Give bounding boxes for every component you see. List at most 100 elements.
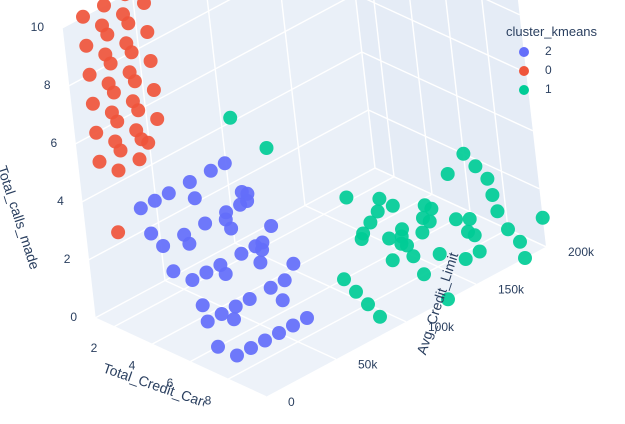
data-point-cluster-1[interactable] bbox=[422, 214, 437, 229]
data-point-cluster-2[interactable] bbox=[185, 273, 200, 287]
data-point-cluster-0[interactable] bbox=[79, 38, 94, 53]
data-point-cluster-0[interactable] bbox=[146, 83, 161, 97]
data-point-cluster-2[interactable] bbox=[198, 216, 213, 231]
data-point-cluster-1[interactable] bbox=[468, 159, 483, 174]
data-point-cluster-0[interactable] bbox=[89, 125, 104, 140]
data-point-cluster-0[interactable] bbox=[92, 154, 107, 169]
data-point-cluster-2[interactable] bbox=[214, 307, 229, 321]
data-point-cluster-2[interactable] bbox=[166, 264, 181, 279]
data-point-cluster-2[interactable] bbox=[227, 312, 241, 327]
data-point-cluster-2[interactable] bbox=[200, 314, 215, 329]
data-point-cluster-0[interactable] bbox=[150, 112, 165, 126]
data-point-cluster-1[interactable] bbox=[223, 110, 238, 125]
data-point-cluster-0[interactable] bbox=[85, 96, 100, 111]
data-point-cluster-1[interactable] bbox=[467, 228, 482, 243]
data-point-cluster-2[interactable] bbox=[182, 175, 197, 189]
data-point-cluster-1[interactable] bbox=[513, 234, 527, 249]
data-point-cluster-0[interactable] bbox=[104, 105, 119, 120]
data-point-cluster-2[interactable] bbox=[286, 256, 301, 271]
data-point-cluster-1[interactable] bbox=[349, 284, 363, 299]
data-point-cluster-1[interactable] bbox=[361, 297, 375, 312]
data-point-cluster-1[interactable] bbox=[363, 215, 378, 230]
data-point-cluster-1[interactable] bbox=[449, 212, 463, 227]
data-point-cluster-1[interactable] bbox=[458, 252, 473, 266]
data-point-cluster-0[interactable] bbox=[111, 225, 126, 240]
data-point-cluster-1[interactable] bbox=[356, 226, 371, 241]
data-point-cluster-0[interactable] bbox=[129, 123, 144, 138]
data-point-cluster-0[interactable] bbox=[76, 9, 90, 24]
data-point-cluster-2[interactable] bbox=[230, 348, 244, 363]
data-point-cluster-1[interactable] bbox=[501, 222, 515, 237]
data-point-cluster-2[interactable] bbox=[263, 280, 278, 295]
data-point-cluster-2[interactable] bbox=[264, 219, 279, 233]
data-point-cluster-0[interactable] bbox=[122, 65, 137, 80]
data-point-cluster-2[interactable] bbox=[213, 258, 228, 272]
data-point-cluster-1[interactable] bbox=[480, 171, 495, 186]
data-point-cluster-2[interactable] bbox=[277, 273, 292, 288]
data-point-cluster-0[interactable] bbox=[132, 152, 147, 167]
data-point-cluster-1[interactable] bbox=[259, 141, 274, 155]
data-point-cluster-1[interactable] bbox=[535, 210, 550, 225]
data-point-cluster-2[interactable] bbox=[253, 255, 268, 270]
data-point-cluster-1[interactable] bbox=[417, 267, 431, 282]
data-point-cluster-2[interactable] bbox=[218, 212, 233, 227]
data-point-cluster-1[interactable] bbox=[339, 190, 354, 205]
data-point-cluster-1[interactable] bbox=[415, 225, 430, 240]
data-point-cluster-2[interactable] bbox=[195, 298, 210, 313]
data-point-cluster-0[interactable] bbox=[116, 7, 130, 22]
legend-item-cluster-1[interactable]: 1 bbox=[519, 82, 552, 96]
data-point-cluster-1[interactable] bbox=[432, 247, 447, 261]
data-point-cluster-2[interactable] bbox=[300, 311, 314, 325]
data-point-cluster-2[interactable] bbox=[177, 227, 192, 242]
data-point-cluster-2[interactable] bbox=[147, 193, 162, 208]
data-point-cluster-0[interactable] bbox=[98, 47, 113, 62]
data-point-cluster-1[interactable] bbox=[441, 292, 455, 307]
data-point-cluster-1[interactable] bbox=[440, 167, 455, 181]
data-point-cluster-1[interactable] bbox=[370, 204, 385, 219]
data-point-cluster-0[interactable] bbox=[137, 0, 151, 10]
data-point-cluster-1[interactable] bbox=[394, 236, 409, 251]
data-point-cluster-1[interactable] bbox=[406, 249, 421, 264]
data-point-cluster-0[interactable] bbox=[82, 67, 97, 82]
data-point-cluster-2[interactable] bbox=[199, 265, 214, 280]
data-point-cluster-0[interactable] bbox=[119, 36, 134, 51]
data-point-cluster-1[interactable] bbox=[372, 191, 387, 206]
data-point-cluster-1[interactable] bbox=[385, 253, 400, 268]
data-point-cluster-1[interactable] bbox=[337, 272, 351, 287]
data-point-cluster-2[interactable] bbox=[133, 201, 148, 216]
data-point-cluster-0[interactable] bbox=[143, 54, 158, 68]
data-point-cluster-1[interactable] bbox=[472, 244, 487, 259]
data-point-cluster-2[interactable] bbox=[242, 292, 257, 306]
data-point-cluster-2[interactable] bbox=[156, 239, 171, 253]
data-point-cluster-1[interactable] bbox=[456, 146, 471, 161]
data-point-cluster-1[interactable] bbox=[485, 188, 500, 202]
data-point-cluster-1[interactable] bbox=[490, 204, 505, 219]
data-point-cluster-2[interactable] bbox=[144, 226, 159, 241]
data-point-cluster-1[interactable] bbox=[382, 231, 397, 246]
data-point-cluster-0[interactable] bbox=[118, 0, 132, 2]
data-point-cluster-2[interactable] bbox=[258, 333, 272, 348]
data-point-cluster-2[interactable] bbox=[255, 242, 270, 257]
data-point-cluster-1[interactable] bbox=[424, 201, 439, 216]
data-point-cluster-0[interactable] bbox=[97, 0, 111, 13]
legend-item-cluster-0[interactable]: 0 bbox=[519, 63, 552, 77]
data-point-cluster-2[interactable] bbox=[275, 293, 290, 308]
data-point-cluster-2[interactable] bbox=[234, 185, 249, 199]
data-point-cluster-2[interactable] bbox=[217, 156, 232, 171]
data-point-cluster-2[interactable] bbox=[187, 191, 202, 206]
data-point-cluster-2[interactable] bbox=[244, 341, 258, 355]
data-point-cluster-2[interactable] bbox=[272, 326, 286, 340]
data-point-cluster-0[interactable] bbox=[95, 18, 109, 33]
data-point-cluster-2[interactable] bbox=[211, 339, 225, 354]
data-point-cluster-0[interactable] bbox=[111, 163, 126, 178]
data-point-cluster-2[interactable] bbox=[161, 186, 176, 201]
data-point-cluster-0[interactable] bbox=[140, 25, 155, 39]
data-point-cluster-2[interactable] bbox=[203, 163, 218, 178]
data-point-cluster-2[interactable] bbox=[234, 246, 249, 261]
data-point-cluster-1[interactable] bbox=[518, 251, 532, 265]
data-point-cluster-2[interactable] bbox=[228, 299, 243, 314]
data-point-cluster-0[interactable] bbox=[125, 94, 140, 109]
data-point-cluster-1[interactable] bbox=[373, 309, 387, 324]
